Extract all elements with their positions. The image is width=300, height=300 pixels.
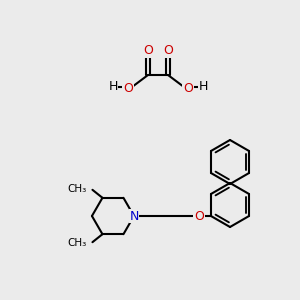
Text: H: H — [198, 80, 208, 94]
Text: N: N — [129, 209, 139, 223]
Text: O: O — [123, 82, 133, 94]
Text: CH₃: CH₃ — [67, 184, 86, 194]
Text: O: O — [194, 209, 204, 223]
Text: O: O — [143, 44, 153, 58]
Text: CH₃: CH₃ — [67, 238, 86, 248]
Text: O: O — [183, 82, 193, 94]
Text: O: O — [163, 44, 173, 58]
Text: H: H — [108, 80, 118, 94]
